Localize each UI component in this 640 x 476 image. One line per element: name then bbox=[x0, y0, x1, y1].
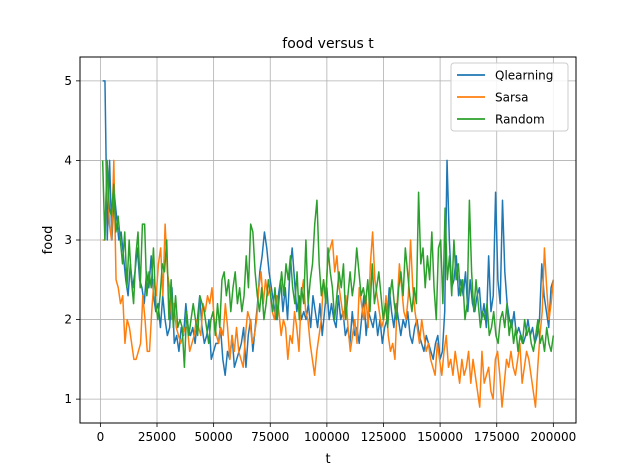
x-tick-label: 150000 bbox=[417, 430, 463, 444]
x-tick-label: 50000 bbox=[195, 430, 233, 444]
legend-box bbox=[450, 62, 569, 132]
x-tick-label: 175000 bbox=[474, 430, 520, 444]
x-tick-label: 125000 bbox=[361, 430, 407, 444]
y-tick-label: 5 bbox=[64, 74, 72, 88]
legend-label-sarsa: Sarsa bbox=[495, 91, 529, 105]
y-tick-label: 1 bbox=[64, 392, 72, 406]
y-tick-label: 4 bbox=[64, 153, 72, 167]
legend: Qlearning Sarsa Random bbox=[450, 62, 569, 132]
legend-label-random: Random bbox=[495, 113, 545, 127]
series-line-qlearning bbox=[102, 80, 555, 377]
axes-frame bbox=[79, 56, 577, 424]
chart-title: food versus t bbox=[282, 36, 374, 52]
x-tick-label: 100000 bbox=[304, 430, 350, 444]
x-axis-label: t bbox=[325, 452, 330, 467]
y-tick-label: 3 bbox=[64, 233, 72, 247]
y-axis-label: food bbox=[41, 226, 56, 255]
y-tick-label: 2 bbox=[64, 313, 72, 327]
x-tick-label: 200000 bbox=[530, 430, 576, 444]
legend-label-qlearning: Qlearning bbox=[495, 69, 553, 83]
x-tick-label: 0 bbox=[97, 430, 105, 444]
x-tick-label: 25000 bbox=[138, 430, 176, 444]
x-tick-label: 75000 bbox=[251, 430, 289, 444]
series-line-random bbox=[101, 159, 555, 369]
